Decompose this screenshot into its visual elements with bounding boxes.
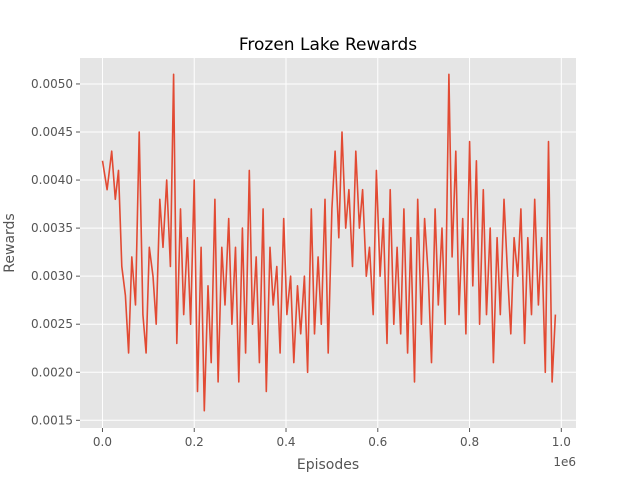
y-tick-label: 0.0025 [31, 317, 73, 331]
x-tick-label: 0.6 [368, 435, 387, 449]
x-tick-label: 0.2 [185, 435, 204, 449]
y-tick-label: 0.0015 [31, 413, 73, 427]
chart-title: Frozen Lake Rewards [239, 35, 417, 55]
axis-ticks: 0.0 0.2 0.4 0.6 0.8 1.0 0.0015 0.0020 0.0025 0.00… [31, 77, 571, 449]
y-tick-label: 0.0045 [31, 125, 73, 139]
y-tick-label: 0.0030 [31, 269, 73, 283]
reward-series-line [101, 73, 557, 412]
grid-lines [80, 58, 576, 428]
x-tick-label: 0.0 [93, 435, 112, 449]
y-tick-label: 0.0035 [31, 221, 73, 235]
y-tick-label: 0.0050 [31, 77, 73, 91]
x-tick-label: 1.0 [552, 435, 571, 449]
x-tick-label: 0.8 [460, 435, 479, 449]
y-tick-label: 0.0020 [31, 365, 73, 379]
x-axis-offset-label: 1e6 [553, 455, 576, 469]
x-tick-label: 0.4 [276, 435, 295, 449]
x-axis-label: Episodes [297, 457, 359, 473]
y-axis-label: Rewards [2, 213, 18, 272]
y-tick-label: 0.0040 [31, 173, 73, 187]
series-group [101, 73, 557, 412]
